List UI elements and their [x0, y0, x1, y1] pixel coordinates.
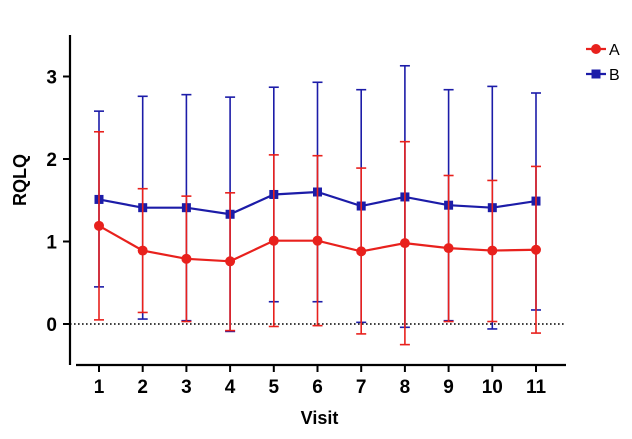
- legend-marker-B: [591, 69, 601, 79]
- point-A-3: [181, 253, 192, 264]
- point-A-4: [225, 256, 236, 267]
- point-A-1: [94, 220, 104, 231]
- y-tick-label-3: 3: [46, 68, 57, 89]
- x-tick-label-3: 3: [181, 377, 192, 398]
- point-A-5: [268, 235, 279, 246]
- point-A-8: [399, 238, 410, 249]
- legend: AB: [586, 42, 620, 84]
- point-A-9: [443, 243, 454, 254]
- legend-label-B: B: [609, 67, 620, 84]
- x-axis-title: Visit: [301, 408, 339, 428]
- y-tick-label-2: 2: [46, 150, 57, 171]
- point-A-7: [356, 246, 367, 257]
- x-tick-label-10: 10: [482, 377, 503, 398]
- point-A-6: [312, 235, 323, 246]
- series-layer: [94, 64, 541, 346]
- point-A-10: [487, 245, 498, 256]
- legend-marker-A: [591, 44, 601, 54]
- x-tick-label-2: 2: [137, 377, 148, 398]
- x-tick-label-1: 1: [94, 377, 105, 398]
- x-tick-label-6: 6: [312, 377, 323, 398]
- point-A-2: [137, 245, 148, 256]
- y-tick-label-0: 0: [46, 315, 57, 336]
- x-tick-label-9: 9: [443, 377, 454, 398]
- y-axis-title: RQLQ: [10, 154, 30, 206]
- axes-layer: 0 1 2 3 1 2 3 4 5 6 7 8 9 10 11: [46, 35, 566, 398]
- point-A-11: [531, 244, 541, 255]
- legend-item-A: A: [586, 42, 620, 59]
- x-tick-label-8: 8: [400, 377, 411, 398]
- legend-label-A: A: [609, 42, 620, 59]
- x-tick-label-5: 5: [269, 377, 280, 398]
- x-tick-label-7: 7: [356, 377, 367, 398]
- x-tick-label-4: 4: [225, 377, 236, 398]
- legend-item-B: B: [586, 67, 620, 84]
- x-tick-label-11: 11: [526, 377, 547, 398]
- series-A: [94, 130, 541, 346]
- y-tick-label-1: 1: [46, 233, 57, 254]
